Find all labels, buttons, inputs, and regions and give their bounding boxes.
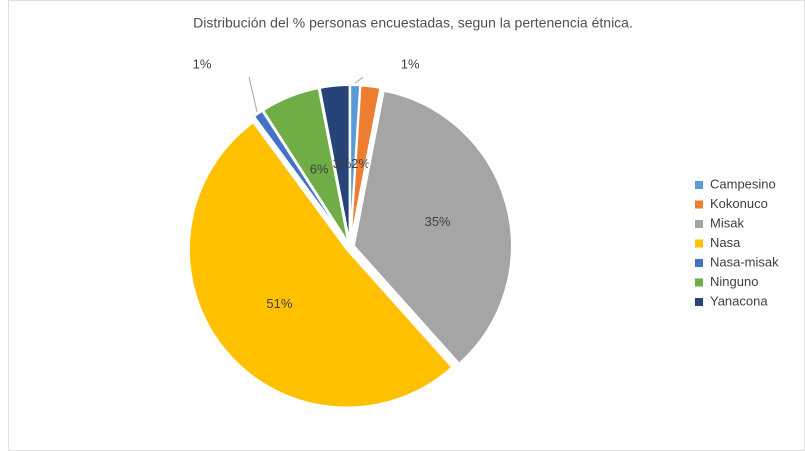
legend-label: Misak bbox=[710, 215, 744, 230]
data-label: 35% bbox=[425, 214, 451, 229]
legend-label: Campesino bbox=[710, 176, 776, 191]
leader-line bbox=[354, 76, 364, 84]
data-label: 2% bbox=[351, 156, 370, 171]
legend-swatch bbox=[695, 298, 703, 306]
legend-swatch bbox=[695, 239, 703, 248]
pie-slice bbox=[352, 89, 513, 366]
legend-swatch bbox=[695, 278, 703, 287]
leader-line bbox=[248, 76, 258, 113]
legend-label: Nasa-misak bbox=[710, 254, 779, 269]
legend-label: Nasa bbox=[710, 235, 741, 250]
pie-slice bbox=[261, 86, 350, 244]
pie-slice bbox=[318, 84, 351, 244]
data-label: 1% bbox=[193, 56, 212, 71]
legend-label: Ninguno bbox=[710, 274, 758, 289]
data-label: 3% bbox=[333, 156, 352, 171]
data-label: 1% bbox=[401, 56, 420, 71]
pie-slice bbox=[187, 120, 454, 409]
data-label: 6% bbox=[310, 161, 329, 176]
legend-label: Yanacona bbox=[710, 293, 768, 308]
legend-swatch bbox=[695, 220, 703, 228]
legend-swatch bbox=[695, 200, 703, 209]
pie-slice bbox=[349, 84, 382, 244]
legend-swatch bbox=[695, 181, 703, 189]
legend-swatch bbox=[695, 259, 703, 267]
data-label: 51% bbox=[266, 296, 292, 311]
chart-title: Distribución del % personas encuestadas,… bbox=[193, 15, 633, 31]
legend-label: Kokonuco bbox=[710, 196, 768, 211]
